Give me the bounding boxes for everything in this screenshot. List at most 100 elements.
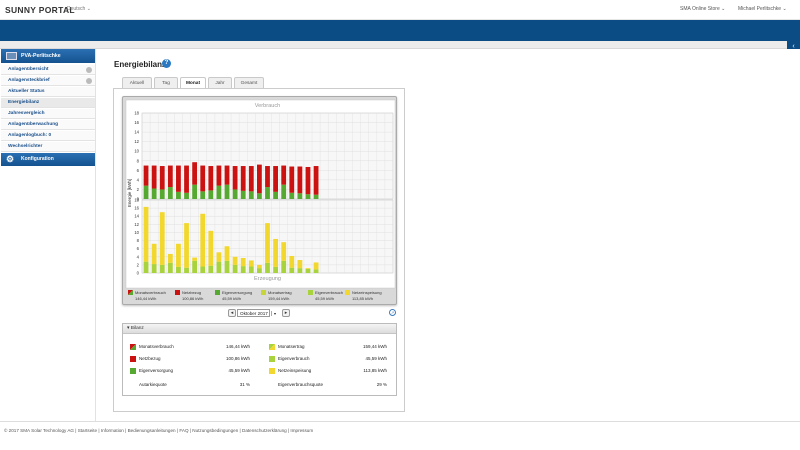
eigenversorgung-bar	[313, 194, 319, 199]
sidebar-item-energiebilanz[interactable]: Energiebilanz	[1, 98, 95, 108]
bilanz-value: 113,85 kWh	[363, 368, 387, 373]
config-label: Konfiguration	[21, 156, 54, 162]
netzbezug-bar	[159, 166, 165, 190]
next-month-button[interactable]: ▸	[282, 309, 290, 317]
sidebar-item-label: Anlagenlogbuch: 0	[8, 133, 52, 138]
netzbezug-bar	[224, 165, 230, 185]
monatsverbrauch-swatch	[130, 344, 136, 350]
legend-value: 146,44 kWh	[135, 296, 156, 301]
eigenverbrauch-bar	[257, 268, 262, 273]
tab-monat[interactable]: Monat	[180, 77, 206, 89]
eigenverbrauch-bar	[208, 265, 214, 273]
bilanz-row: Netzbezug 100,86 kWh	[130, 355, 250, 363]
remove-icon[interactable]	[86, 67, 92, 73]
tab-aktuell[interactable]: Aktuell	[122, 77, 152, 88]
legend-swatch	[128, 290, 133, 295]
y-tick-label: 16	[134, 206, 139, 211]
y-tick-label: 18	[134, 198, 139, 203]
sidebar-item-anlagenueberwachung[interactable]: Anlagenüberwachung	[1, 120, 95, 130]
verbrauch-title: Verbrauch	[255, 103, 281, 109]
eigenversorgung-bar	[151, 188, 157, 199]
netzbezug-bar	[281, 165, 287, 185]
sidebar-item-anlagensteckbrief[interactable]: Anlagensteckbrief	[1, 76, 95, 86]
netzbezug-bar	[273, 166, 278, 192]
sidebar-item-wechselrichter[interactable]: Wechselrichter	[1, 142, 95, 152]
y-tick-label: 16	[134, 120, 139, 125]
netzbezug-bar	[167, 165, 173, 188]
header-band	[0, 20, 800, 41]
previous-month-button[interactable]: ◂	[228, 309, 236, 317]
monatsertrag-swatch	[269, 344, 275, 350]
bilanz-label: Monatsertrag	[278, 344, 305, 349]
legend-swatch	[308, 290, 313, 295]
bilanz-label: Autarkiequote	[139, 382, 167, 387]
netzeinspeisung-bar	[265, 223, 270, 263]
legend-value: 45,59 kWh	[222, 296, 241, 301]
chevron-down-icon[interactable]: ▾	[271, 311, 278, 316]
tab-jahr[interactable]: Jahr	[208, 77, 232, 88]
user-menu[interactable]: Michael Perlitschke ⌄	[738, 6, 787, 12]
eigenverbrauch-bar	[313, 269, 319, 273]
erzeugung-title: Erzeugung	[254, 276, 281, 282]
tab-tag[interactable]: Tag	[154, 77, 178, 88]
eigenversorgung-bar	[273, 191, 278, 199]
netzeinspeisung-bar	[273, 238, 278, 267]
netzbezug-bar	[143, 165, 149, 186]
netzeinspeisung-swatch	[269, 368, 275, 374]
netzeinspeisung-bar	[143, 206, 149, 262]
month-select[interactable]: Oktober 2017 ▾	[237, 309, 276, 317]
export-icon[interactable]: ↗	[389, 309, 396, 316]
bilanz-header[interactable]: ▾ Bilanz	[123, 324, 396, 334]
bilanz-label: Netzbezug	[139, 356, 161, 361]
eigenverbrauch-bar	[232, 264, 238, 273]
footer: © 2017 SMA Solar Technology AG | Startse…	[0, 421, 800, 450]
netzbezug-bar	[240, 166, 246, 191]
netzeinspeisung-bar	[224, 246, 230, 261]
legend-label: Eigenversorgung	[222, 290, 252, 295]
sidebar-item-label: Aktueller Status	[8, 89, 45, 94]
legend-value: 100,86 kWh	[182, 296, 203, 301]
eigenversorgung-bar	[297, 193, 303, 199]
sidebar-item-aktueller-status[interactable]: Aktueller Status	[1, 87, 95, 97]
netzbezug-bar	[248, 166, 254, 192]
eigenversorgung-bar	[240, 190, 246, 199]
netzeinspeisung-bar	[216, 252, 222, 262]
eigenverbrauch-swatch	[269, 356, 275, 362]
eigenversorgung-bar	[208, 190, 214, 199]
tab-gesamt[interactable]: Gesamt	[234, 77, 264, 88]
legend-swatch	[261, 290, 266, 295]
eigenversorgung-bar	[289, 192, 295, 199]
eigenversorgung-bar	[265, 187, 270, 199]
month-value: Oktober 2017	[240, 311, 268, 316]
remove-icon[interactable]	[86, 78, 92, 84]
legend-value: 113,85 kWh	[352, 296, 373, 301]
y-tick-label: 12	[134, 139, 139, 144]
netzeinspeisung-bar	[159, 212, 165, 265]
help-icon[interactable]: ?	[162, 59, 171, 68]
netzeinspeisung-bar	[313, 262, 319, 270]
netzbezug-bar	[289, 166, 295, 193]
netzeinspeisung-bar	[176, 243, 181, 267]
netzeinspeisung-bar	[305, 268, 311, 269]
eigenverbrauch-bar	[143, 261, 149, 273]
plant-header[interactable]: PVA-Perlitschke	[1, 49, 95, 63]
y-tick-label: 2	[137, 187, 140, 192]
eigenversorgung-bar	[192, 184, 198, 199]
eigenverbrauch-bar	[248, 266, 254, 273]
sidebar-item-konfiguration[interactable]: ⚙ Konfiguration	[1, 153, 95, 166]
sidebar-item-anlagenlogbuch[interactable]: Anlagenlogbuch: 0	[1, 131, 95, 141]
eigenversorgung-bar	[143, 185, 149, 199]
sidebar-item-anlagenuebersicht[interactable]: Anlagenübersicht	[1, 65, 95, 75]
sidebar-item-jahresvergleich[interactable]: Jahresvergleich	[1, 109, 95, 119]
bilanz-value: 29 %	[376, 382, 387, 387]
eigenversorgung-bar	[305, 194, 311, 199]
page-title: Energiebilanz	[114, 60, 167, 69]
bilanz-value: 100,86 kWh	[225, 356, 250, 361]
netzeinspeisung-bar	[192, 257, 198, 261]
online-store-link[interactable]: SMA Online Store ⌄	[680, 6, 726, 12]
y-tick-label: 0	[137, 197, 140, 202]
sunny-portal-logo[interactable]: SUNNY PORTAL	[5, 5, 75, 15]
language-selector[interactable]: Deutsch ⌄	[67, 6, 91, 12]
eigenversorgung-bar	[232, 189, 238, 199]
footer-links[interactable]: © 2017 SMA Solar Technology AG | Startse…	[4, 428, 314, 433]
